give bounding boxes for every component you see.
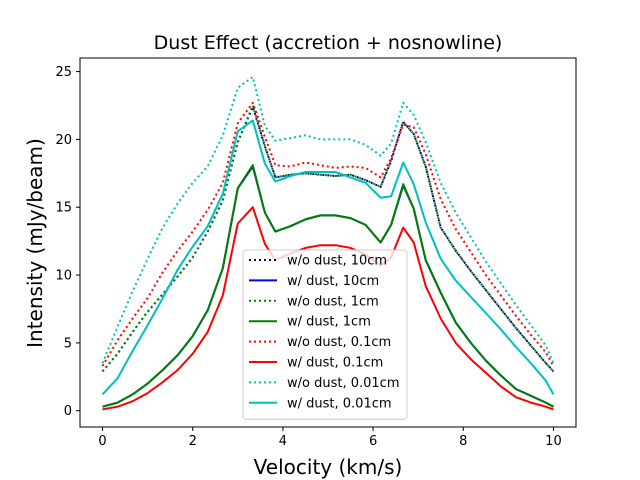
legend-label: w/o dust, 0.1cm [287,335,391,350]
y-tick-label: 15 [55,201,72,216]
x-axis-title: Velocity (km/s) [254,455,403,479]
series-line-4 [102,164,554,408]
x-tick-label: 8 [459,434,467,449]
y-axis-title: Intensity (mJy/beam) [23,138,47,348]
legend-label: w/ dust, 0.01cm [287,396,392,411]
chart-title: Dust Effect (accretion + nosnowline) [154,32,503,54]
legend-label: w/o dust, 10cm [287,254,387,269]
x-tick-label: 6 [369,434,377,449]
legend-label: w/ dust, 0.1cm [287,356,383,371]
y-tick-label: 20 [55,133,72,148]
x-tick-label: 4 [279,434,287,449]
y-tick-label: 0 [64,404,72,419]
series-line-3 [101,104,555,373]
series-line-8 [101,119,555,396]
y-tick-label: 25 [55,65,72,80]
x-tick-label: 2 [189,434,197,449]
legend-label: w/o dust, 1cm [287,294,379,309]
x-tick-label: 10 [545,434,562,449]
legend-label: w/o dust, 0.01cm [287,376,399,391]
series-line-5 [101,101,555,367]
series-layer [101,76,555,411]
series-line-7 [101,76,555,364]
series-line-6 [102,206,554,411]
legend-label: w/ dust, 10cm [287,274,379,289]
plot-frame [79,57,577,428]
y-tick-label: 5 [64,336,72,351]
y-tick-label: 10 [55,269,72,284]
axes-layer: 0 2 4 6 8 10 0 5 10 15 20 25 [55,57,577,449]
legend-box [242,249,408,420]
legend-label: w/ dust, 1cm [287,315,371,330]
x-tick-label: 0 [98,434,106,449]
legend: w/o dust, 10cm w/ dust, 10cm w/o dust, 1cm… [242,249,408,420]
